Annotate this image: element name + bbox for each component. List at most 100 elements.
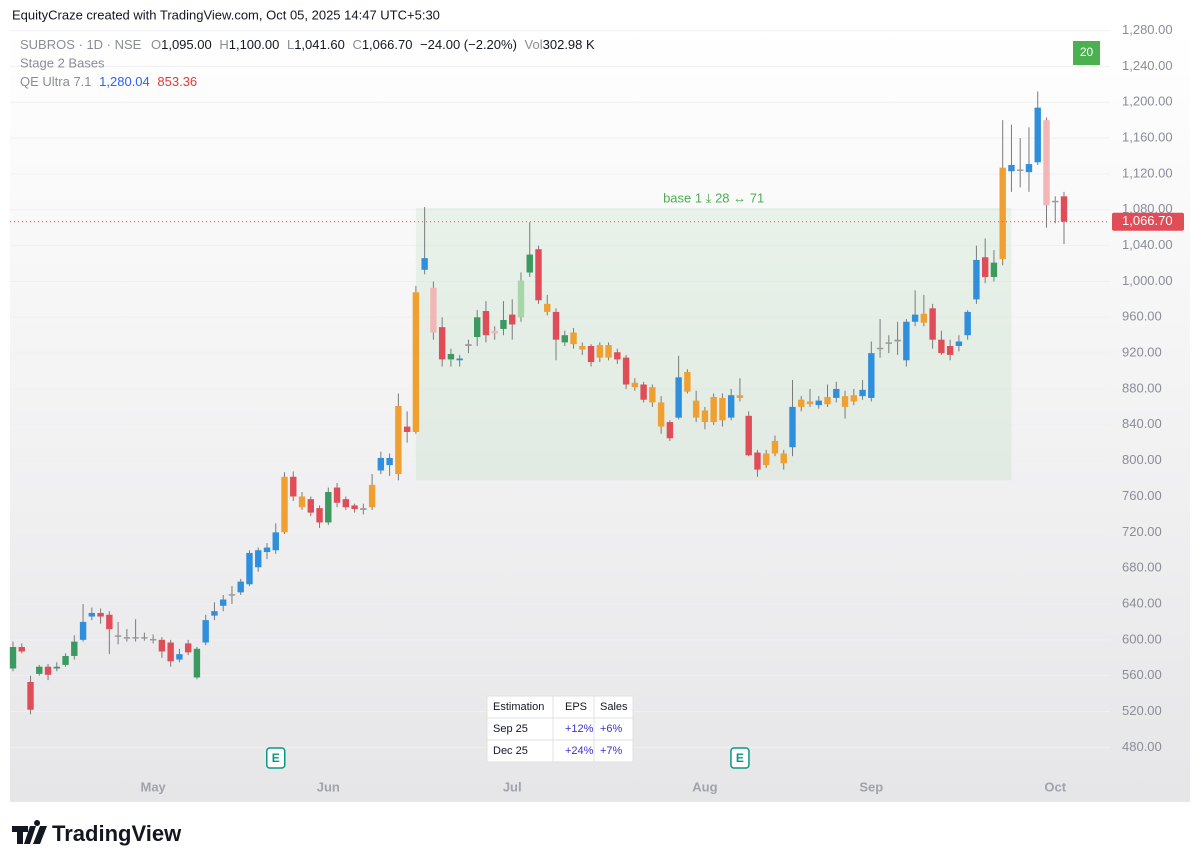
candle-body xyxy=(841,396,849,407)
candle-body xyxy=(27,681,34,710)
candle-body xyxy=(9,647,17,669)
candle-body xyxy=(938,339,945,354)
candle-body xyxy=(351,505,358,510)
candle-body xyxy=(395,405,402,475)
candle-body xyxy=(789,406,796,448)
plot: 480.00 520.00 560.00 600.00 640.00 680.00 720.… xyxy=(9,22,1184,794)
candle-body xyxy=(167,642,174,662)
candle-body xyxy=(500,319,507,329)
last-price-label: 1,066.70 xyxy=(1122,213,1173,228)
table-cell: +7% xyxy=(600,745,623,757)
indicator-value: 853.36 xyxy=(157,74,197,89)
base-box xyxy=(415,207,1012,481)
ohlc-value: 1,100.00 xyxy=(229,37,280,52)
candle-body xyxy=(929,308,936,340)
table-header: EPS xyxy=(565,701,587,713)
candle-body xyxy=(456,358,463,361)
y-tick-label: 1,200.00 xyxy=(1122,94,1173,109)
candle-body xyxy=(237,581,244,593)
footer-logo: TradingView xyxy=(12,820,182,846)
indicator: QE Ultra 7.1 xyxy=(20,74,92,89)
candle-body xyxy=(526,254,533,273)
candle-body xyxy=(386,457,393,466)
candle-body xyxy=(798,399,805,407)
candle-body xyxy=(421,258,428,270)
candle-body xyxy=(544,303,551,312)
x-tick-label: Oct xyxy=(1044,779,1066,794)
candle-body xyxy=(1017,169,1024,171)
candle-body xyxy=(281,476,288,533)
table-header: Estimation xyxy=(493,701,544,713)
candle-body xyxy=(570,332,577,345)
ohlc-value: 1,041.60 xyxy=(294,37,345,52)
indicator-line: QE Ultra 7.1 1,280.04 853.36 xyxy=(20,74,197,89)
candle-body xyxy=(368,484,376,508)
table-cell: +24% xyxy=(565,745,594,757)
candle-body xyxy=(360,508,367,510)
x-tick-label: Aug xyxy=(692,779,717,794)
candle-body xyxy=(246,552,253,585)
y-tick-label: 720.00 xyxy=(1122,524,1162,539)
table-header: Sales xyxy=(600,701,628,713)
candle-body xyxy=(62,655,69,665)
estimates-table: Estimation EPS Sales Sep 25 +12% +6% Dec 25 +24… xyxy=(486,695,634,763)
symbol: SUBROS · 1D · NSE xyxy=(20,37,142,52)
candle-body xyxy=(920,313,928,323)
candle-body xyxy=(228,594,236,596)
candle-body xyxy=(307,499,314,513)
candle-body xyxy=(999,167,1006,260)
candle-body xyxy=(193,648,201,678)
candle-body xyxy=(885,342,893,344)
volume: 302.98 K xyxy=(543,37,595,52)
candle-body xyxy=(202,620,209,643)
candle-body xyxy=(132,637,139,639)
candle-body xyxy=(771,440,779,454)
candle-body xyxy=(333,487,341,503)
candle-body xyxy=(815,400,822,406)
y-tick-label: 640.00 xyxy=(1122,595,1162,610)
candle-body xyxy=(535,249,542,301)
candle-body xyxy=(649,387,656,403)
candle-body xyxy=(631,382,639,388)
candle-body xyxy=(824,397,831,405)
candle-body xyxy=(990,262,998,277)
candle-body xyxy=(123,637,131,639)
candle-body xyxy=(552,311,560,340)
candle-body xyxy=(1025,164,1033,173)
x-tick-label: May xyxy=(140,779,166,794)
candle-body xyxy=(53,666,60,669)
x-tick-label: Jul xyxy=(503,779,522,794)
candle-body xyxy=(79,621,87,640)
candle-body xyxy=(325,492,332,523)
candle-body xyxy=(894,339,901,342)
base-label: base 1 ⤓ 28 ↔ 71 xyxy=(663,190,764,205)
candle-body xyxy=(447,354,455,360)
candle-body xyxy=(517,280,525,318)
earnings-marker xyxy=(730,747,750,769)
candle-body xyxy=(859,389,866,397)
candle-body xyxy=(622,357,630,385)
candle-body xyxy=(1008,164,1015,172)
candle-body xyxy=(911,314,919,322)
candle-body xyxy=(377,457,385,471)
candle-body xyxy=(149,638,157,641)
candle-body xyxy=(255,550,262,568)
y-tick-label: 680.00 xyxy=(1122,560,1162,575)
y-tick-label: 920.00 xyxy=(1122,345,1162,360)
candle-body xyxy=(868,353,875,398)
candle-body xyxy=(290,476,297,497)
ohlc-value: 1,066.70 xyxy=(362,37,413,52)
candle-body xyxy=(316,508,323,523)
y-tick-label: 880.00 xyxy=(1122,380,1162,395)
badge-text: 20 xyxy=(1080,45,1094,59)
candle-body xyxy=(1043,120,1050,206)
candle-body xyxy=(754,452,761,470)
candle-body xyxy=(211,611,218,616)
y-tick-label: 1,120.00 xyxy=(1122,165,1173,180)
x-tick-label: Sep xyxy=(859,779,883,794)
table-cell: +12% xyxy=(565,723,594,735)
candle-body xyxy=(955,341,963,346)
candle-body xyxy=(1034,107,1041,163)
y-tick-label: 1,240.00 xyxy=(1122,58,1173,73)
